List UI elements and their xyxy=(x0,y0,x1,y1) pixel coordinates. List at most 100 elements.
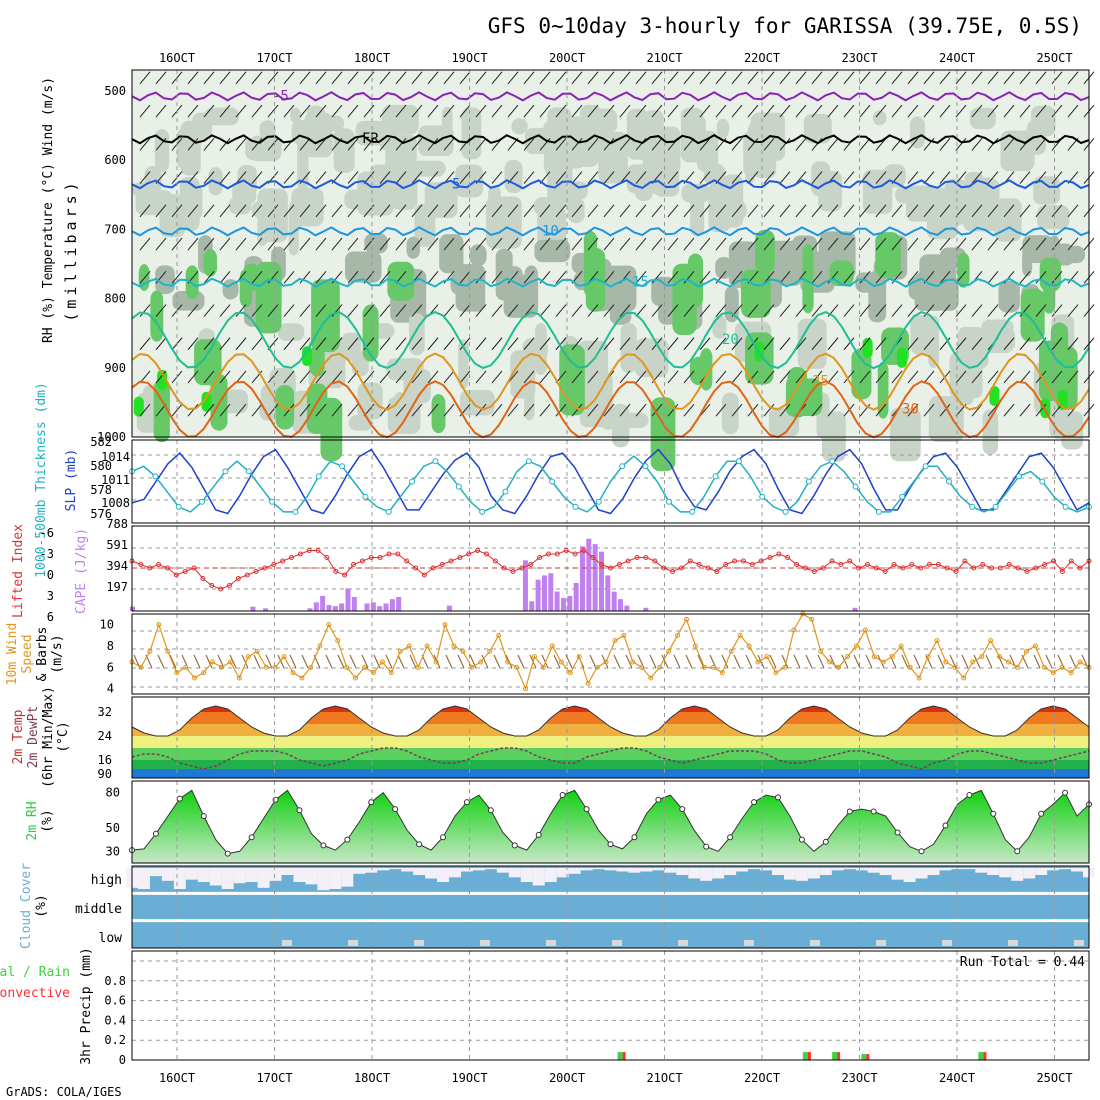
wind-barb xyxy=(827,237,839,251)
rh-shade xyxy=(567,197,585,224)
cape-bar xyxy=(592,544,598,611)
lifted-point xyxy=(200,576,206,581)
lifted-point xyxy=(802,565,808,571)
wind-barb xyxy=(555,171,567,184)
wind-barb xyxy=(571,71,583,85)
wind-barb xyxy=(379,237,391,251)
wind-barb xyxy=(859,270,871,284)
wind-barb xyxy=(139,71,151,85)
wind-barb xyxy=(939,270,951,284)
wind-barb xyxy=(907,204,919,218)
wind-barb xyxy=(795,71,807,85)
lifted-point xyxy=(430,565,436,571)
y-tick-label: 580 xyxy=(90,459,112,473)
wind-barb-10m xyxy=(805,654,813,669)
wind-barb xyxy=(475,370,487,384)
wind-point xyxy=(469,664,475,670)
lifted-point xyxy=(492,558,498,564)
wind-barb xyxy=(683,403,695,417)
wind-point xyxy=(308,664,314,670)
wind-barb xyxy=(747,304,759,317)
wind-barb xyxy=(363,104,375,118)
lifted-point xyxy=(537,555,543,560)
wind-barb xyxy=(475,237,487,251)
y-tick-label: 90 xyxy=(98,767,112,781)
rh-point xyxy=(679,806,686,813)
wind-point xyxy=(138,664,144,670)
wind-point xyxy=(165,648,171,654)
wind-barb xyxy=(795,370,807,384)
wind-barb xyxy=(699,171,711,184)
wind-point xyxy=(836,664,842,670)
wind-barb xyxy=(635,71,647,85)
rh-point xyxy=(416,841,423,848)
wind-barb xyxy=(299,304,311,317)
wind-barb xyxy=(1035,104,1047,118)
wind-point xyxy=(227,659,233,665)
wind-barb-10m xyxy=(901,654,909,669)
wind-barb xyxy=(539,403,551,417)
cape-bar xyxy=(320,595,326,611)
precip-conv-bar xyxy=(983,1052,987,1060)
wind-barb xyxy=(315,403,327,417)
rh-point xyxy=(320,842,327,849)
cloud-high-gap xyxy=(616,868,629,872)
lifted-point xyxy=(953,569,959,574)
wind-barb-10m xyxy=(721,654,729,669)
y-tick-label: 80 xyxy=(106,786,120,800)
wind-barb xyxy=(747,237,759,251)
wind-barb xyxy=(779,337,791,351)
wind-point xyxy=(1032,643,1038,649)
rh-shade xyxy=(257,196,268,246)
wind-barb xyxy=(635,171,647,184)
wind-barb xyxy=(939,403,951,417)
wind-barb xyxy=(571,237,583,251)
rh-point xyxy=(1014,848,1021,855)
lifted-point xyxy=(705,565,711,571)
wind-barb xyxy=(347,237,359,251)
wind-barb xyxy=(379,370,391,384)
cloud-low-gap xyxy=(414,940,424,946)
wind-barb xyxy=(619,304,631,317)
wind-barb xyxy=(283,171,295,184)
wind-barb-10m xyxy=(397,654,405,669)
lifted-point xyxy=(289,555,294,560)
wind-point xyxy=(639,664,645,670)
y-tick-label: 1000 xyxy=(97,430,126,444)
rh-shade xyxy=(259,394,281,421)
wind-barb xyxy=(459,171,471,184)
wind-point xyxy=(183,664,189,670)
wind-barb xyxy=(1067,370,1079,384)
rh-high xyxy=(239,268,253,308)
wind-barb xyxy=(219,71,231,85)
wind-barb xyxy=(507,104,519,118)
wind-barb xyxy=(699,403,711,417)
wind-barb xyxy=(555,270,567,284)
wind-barb-10m xyxy=(913,654,921,669)
wind-point xyxy=(540,664,546,670)
cape-bar xyxy=(522,560,528,611)
cloud-high-gap xyxy=(843,868,856,870)
wind-barb xyxy=(779,104,791,118)
rh-shade xyxy=(900,410,918,432)
wind-barb xyxy=(955,104,967,118)
wind-barb xyxy=(763,104,775,118)
wind-point xyxy=(433,659,439,665)
y-tick-label: 576 xyxy=(90,507,112,521)
temp-line xyxy=(131,705,1090,737)
wind-barb xyxy=(251,304,263,317)
cape-bar xyxy=(307,608,313,611)
panel-2m-rh xyxy=(131,780,1090,864)
wind-point xyxy=(594,664,600,670)
lifted-point xyxy=(1042,562,1048,567)
lifted-point xyxy=(776,551,782,557)
rh-shade xyxy=(1033,176,1061,205)
precip-total-bar xyxy=(861,1054,867,1060)
wind-barb xyxy=(347,204,359,218)
data-point xyxy=(712,473,719,480)
wind-barb xyxy=(139,104,151,118)
wind-barb xyxy=(427,237,439,251)
wind-speed-line xyxy=(131,613,1090,691)
wind-barb xyxy=(539,204,551,218)
wind-barb xyxy=(955,171,967,184)
